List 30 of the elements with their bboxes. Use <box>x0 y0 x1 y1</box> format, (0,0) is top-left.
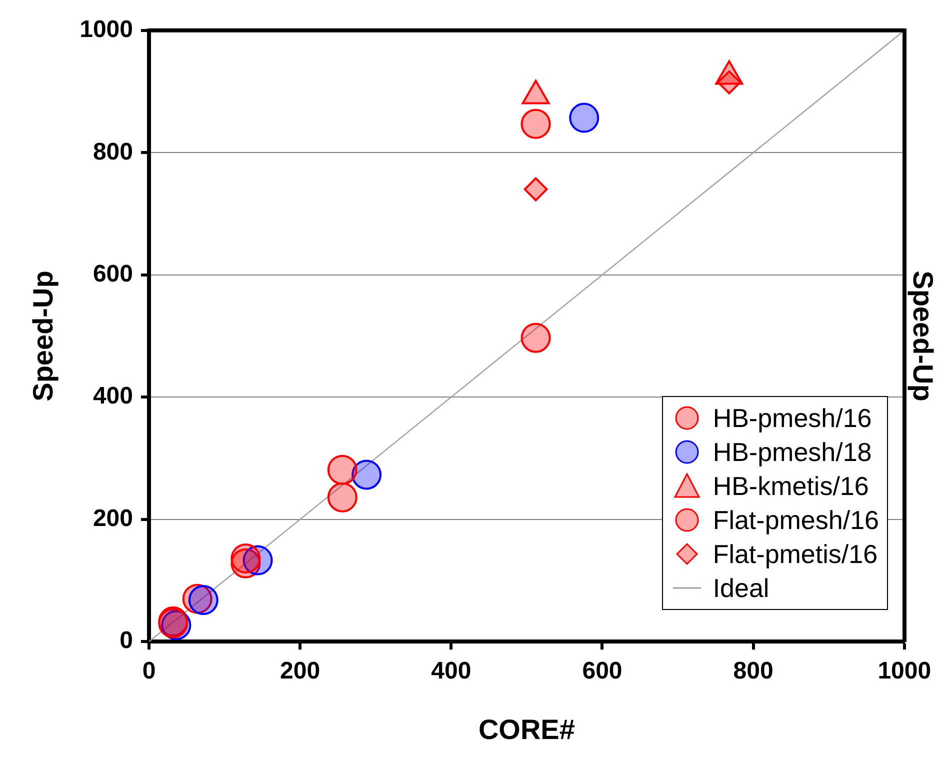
y-tick-label: 200 <box>92 504 133 532</box>
x-tick-label: 200 <box>280 658 320 685</box>
legend-label: HB-pmesh/16 <box>712 402 872 434</box>
y2-axis-title: Speed-Up <box>907 270 938 402</box>
legend-label: HB-pmesh/18 <box>712 436 872 468</box>
point <box>352 460 382 490</box>
legend-label: HB-kmetis/16 <box>712 470 869 502</box>
point <box>524 177 548 202</box>
y-tick-label: 600 <box>92 260 133 288</box>
point <box>520 322 551 353</box>
y-tick-label: 400 <box>92 382 133 410</box>
point <box>188 585 218 616</box>
legend-label: Flat-pmesh/16 <box>712 504 879 536</box>
x-tick-label: 0 <box>142 658 156 685</box>
point <box>327 454 358 485</box>
point <box>230 543 261 574</box>
legend-label: Ideal <box>712 572 770 604</box>
x-tick-label: 1000 <box>878 658 932 685</box>
y-tick-label: 0 <box>120 627 133 654</box>
x-axis-title: CORE# <box>478 714 576 745</box>
point <box>569 102 600 133</box>
x-tick-label: 400 <box>431 658 472 685</box>
point <box>327 482 358 512</box>
point <box>520 108 551 139</box>
y-tick-label: 1000 <box>80 16 133 44</box>
y-axis-title: Speed-Up <box>28 270 59 402</box>
x-tick-label: 800 <box>733 658 774 685</box>
y-tick-label: 800 <box>92 138 133 166</box>
legend-label: Flat-pmetis/16 <box>712 538 878 570</box>
x-tick-label: 600 <box>582 658 622 685</box>
